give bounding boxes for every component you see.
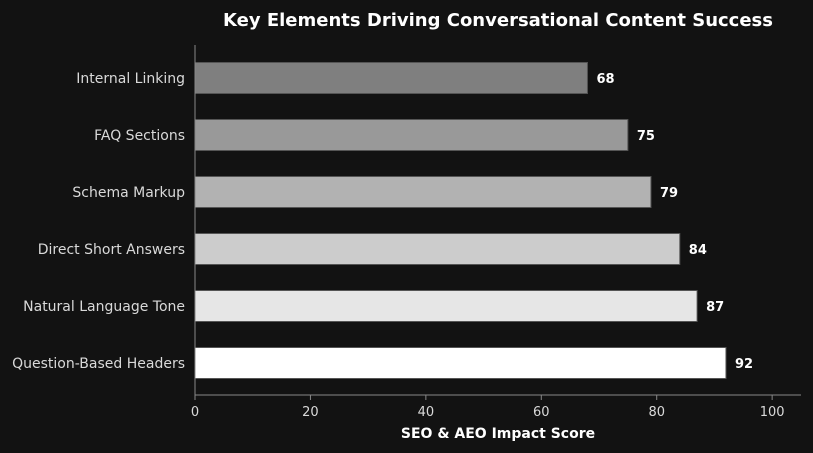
category-label: Internal Linking [76,71,185,87]
value-label: 92 [735,357,753,372]
category-label: FAQ Sections [94,128,185,144]
x-tick-label: 20 [302,405,319,420]
value-label: 75 [637,129,655,144]
bars-group [194,62,727,379]
x-tick-label: 100 [760,405,785,420]
axes-group [194,45,801,396]
bar-internal-linking [194,62,588,94]
category-label: Schema Markup [72,185,185,201]
value-label: 68 [596,72,614,87]
category-label: Direct Short Answers [38,242,185,258]
value-labels-group: 68 75 79 84 87 92 [596,72,753,372]
category-label: Natural Language Tone [23,299,185,315]
bar-question-based-headers [194,347,727,379]
chart-title: Key Elements Driving Conversational Cont… [223,10,773,31]
x-axis-title: SEO & AEO Impact Score [401,426,595,442]
x-ticks-group: 0 20 40 60 80 100 [191,395,785,420]
bar-direct-short-answers [194,233,681,265]
x-tick-label: 60 [533,405,550,420]
bar-schema-markup [194,176,652,208]
x-tick-label: 80 [648,405,665,420]
category-label: Question-Based Headers [12,356,185,372]
value-label: 87 [706,300,724,315]
category-labels-group: Internal Linking FAQ Sections Schema Marku… [12,71,185,372]
x-tick-label: 40 [418,405,435,420]
value-label: 84 [689,243,707,258]
bar-faq-sections [194,119,629,151]
bar-natural-language-tone [194,290,698,322]
value-label: 79 [660,186,678,201]
x-tick-label: 0 [191,405,199,420]
